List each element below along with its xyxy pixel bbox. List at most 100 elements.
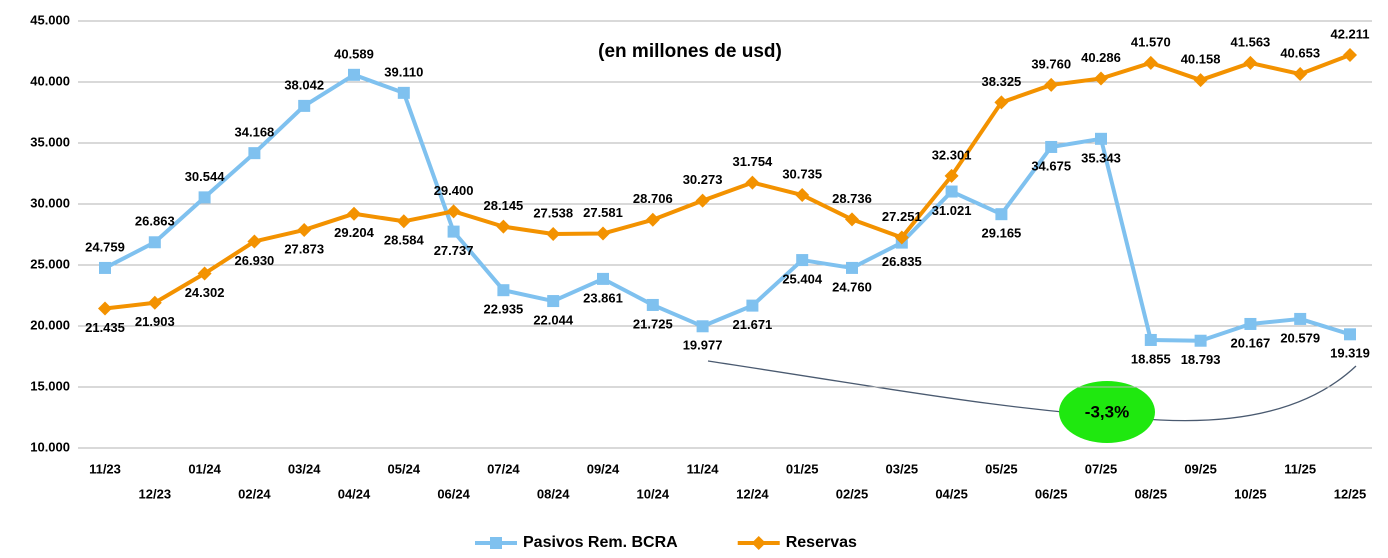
series-line	[104, 72, 1351, 343]
data-label: 21.725	[633, 316, 673, 331]
point	[995, 208, 1008, 221]
data-label: 22.935	[484, 302, 524, 317]
data-label: 31.021	[932, 203, 972, 218]
x-tick-label: 12/25	[1334, 486, 1367, 501]
x-tick-label: 11/25	[1284, 461, 1316, 476]
point	[496, 219, 511, 234]
point	[397, 86, 410, 99]
data-label: 21.671	[733, 317, 773, 332]
x-tick-label: 07/24	[487, 461, 520, 476]
point	[98, 301, 112, 316]
point	[796, 254, 809, 267]
x-tick-label: 06/24	[437, 486, 470, 501]
point	[348, 68, 360, 81]
data-label: 28.145	[484, 198, 524, 213]
point	[1243, 55, 1258, 70]
point	[596, 226, 610, 241]
data-label: 18.855	[1131, 351, 1171, 366]
y-tick-label: 10.000	[30, 439, 70, 454]
x-tick-label: 04/25	[935, 486, 968, 501]
point	[894, 230, 909, 245]
point	[148, 236, 161, 249]
point	[1044, 77, 1059, 92]
x-tick-label: 02/24	[238, 486, 271, 501]
data-label: 40.286	[1081, 50, 1121, 65]
point	[645, 212, 660, 227]
x-tick-label: 06/25	[1035, 486, 1068, 501]
data-label: 26.835	[882, 254, 922, 269]
x-tick-label: 01/24	[188, 461, 221, 476]
point	[745, 175, 760, 190]
series-line	[104, 53, 1351, 311]
data-label: 27.581	[583, 205, 623, 220]
data-label: 28.736	[832, 191, 872, 206]
point	[1094, 71, 1108, 86]
point	[147, 295, 162, 310]
point	[1193, 73, 1208, 88]
point	[1344, 328, 1356, 341]
point	[1095, 132, 1107, 145]
x-tick-label: 10/24	[637, 486, 670, 501]
data-label: 42.211	[1330, 26, 1369, 41]
x-tick-label: 11/23	[89, 461, 121, 476]
data-label: 40.158	[1181, 52, 1221, 67]
y-tick-label: 15.000	[30, 378, 70, 393]
x-tick-label: 03/25	[886, 461, 919, 476]
point	[994, 95, 1009, 110]
x-tick-label: 03/24	[288, 461, 321, 476]
point	[945, 185, 958, 198]
point	[746, 299, 759, 312]
point	[297, 222, 312, 237]
y-tick-label: 30.000	[30, 195, 70, 210]
x-tick-label: 08/25	[1135, 486, 1168, 501]
annotation: -3,3%	[1085, 402, 1129, 421]
point	[795, 188, 810, 203]
x-tick-label: 04/24	[338, 486, 371, 501]
x-tick-label: 10/25	[1234, 486, 1267, 501]
point	[197, 266, 212, 281]
data-label: 27.873	[284, 241, 324, 256]
data-label: 27.251	[882, 209, 922, 224]
x-tick-label: 09/24	[587, 461, 620, 476]
data-label: 24.760	[832, 279, 872, 294]
x-tick-label: 02/25	[836, 486, 869, 501]
x-tick-label: 12/24	[736, 486, 769, 501]
data-label: 38.042	[284, 77, 324, 92]
legend-label: Reservas	[786, 534, 857, 551]
data-label: 28.706	[633, 191, 673, 206]
data-label: 24.759	[85, 239, 125, 254]
data-label: 24.302	[185, 285, 225, 300]
data-label: 19.319	[1330, 346, 1370, 361]
data-label: 26.930	[235, 253, 275, 268]
data-label: 26.863	[135, 214, 175, 229]
data-label: 20.579	[1280, 330, 1320, 345]
data-label: 34.168	[235, 125, 275, 140]
data-label: 30.273	[683, 172, 723, 187]
x-tick-label: 08/24	[537, 486, 570, 501]
point	[944, 168, 959, 183]
data-label: 40.589	[334, 46, 374, 61]
data-label: 32.301	[932, 147, 972, 162]
legend-marker	[751, 536, 766, 550]
legend-marker	[490, 537, 502, 549]
x-tick-label: 09/25	[1184, 461, 1217, 476]
point	[1343, 48, 1357, 63]
data-label: 30.544	[185, 169, 226, 184]
x-tick-label: 11/24	[687, 461, 720, 476]
point	[546, 227, 561, 242]
x-tick-label: 12/23	[139, 486, 172, 501]
data-label: 20.167	[1231, 335, 1271, 350]
data-label: 35.343	[1081, 150, 1121, 165]
x-tick-label: 05/25	[985, 461, 1018, 476]
point	[298, 99, 311, 112]
point	[446, 204, 461, 219]
data-label: 41.570	[1131, 34, 1171, 49]
legend-label: Pasivos Rem. BCRA	[523, 534, 678, 551]
data-label: 29.165	[982, 226, 1022, 241]
data-label: 40.653	[1280, 45, 1320, 60]
data-label: 29.204	[334, 225, 375, 240]
point	[646, 298, 659, 311]
point	[1045, 140, 1058, 153]
point	[695, 193, 710, 208]
annotation-curve	[707, 360, 1357, 422]
